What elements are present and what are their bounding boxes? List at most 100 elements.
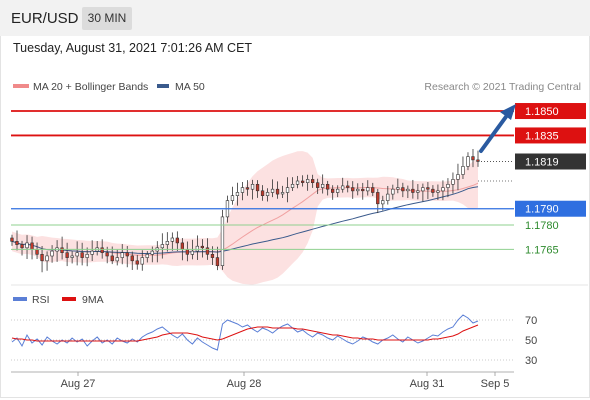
candle-body xyxy=(351,187,355,192)
candle-body xyxy=(411,188,415,193)
level-1-1790-tag xyxy=(515,200,586,217)
datetime: Tuesday, August 31, 2021 7:01:26 AM CET xyxy=(13,41,253,55)
rsi-9ma-line xyxy=(11,324,479,342)
candle-body xyxy=(90,250,94,255)
candle-body xyxy=(275,188,280,195)
candle-body xyxy=(371,187,375,193)
candle-body xyxy=(140,257,144,265)
candle-body xyxy=(120,252,124,258)
projection-arrow xyxy=(479,104,516,153)
rsi-level-label-30: 30 xyxy=(525,355,537,367)
x-axis: Aug 27 Aug 28 Aug 31 Sep 5 xyxy=(11,371,514,390)
candle-body xyxy=(70,255,74,258)
x-tick-label: Aug 31 xyxy=(410,378,445,390)
level-1-1819-tag xyxy=(515,153,586,170)
candle-body xyxy=(130,255,134,262)
candle-body xyxy=(250,184,255,190)
candle-body xyxy=(10,237,14,242)
candle-body xyxy=(80,252,84,258)
candle-body xyxy=(175,237,180,244)
candle-body xyxy=(210,254,215,258)
legend-ma50-swatch xyxy=(157,84,169,88)
candle-body xyxy=(205,247,210,255)
legend-bb-label: MA 20 + Bollinger Bands xyxy=(33,81,148,93)
legend-9ma-label: 9MA xyxy=(82,294,104,306)
level-1-1835-label: 1.1835 xyxy=(525,130,559,142)
candle-body xyxy=(65,252,69,258)
candle-body xyxy=(170,237,175,242)
candle-body xyxy=(200,245,205,249)
candle-body xyxy=(305,179,310,183)
x-tick-label: Aug 28 xyxy=(227,378,262,390)
level-1-1780-label: 1.1780 xyxy=(525,220,559,232)
candle-body xyxy=(461,166,465,175)
candle-body xyxy=(295,180,300,185)
legend-rsi-swatch xyxy=(13,297,27,301)
candle-body xyxy=(160,244,165,249)
level-1-1765-label: 1.1765 xyxy=(525,244,559,256)
candle-body xyxy=(330,188,335,193)
candle-body xyxy=(280,192,285,195)
candle-body xyxy=(220,216,225,266)
rsi-level-label-70: 70 xyxy=(525,315,537,327)
candle-body xyxy=(110,255,114,262)
level-1-1819-label: 1.1819 xyxy=(525,157,559,169)
candle-body xyxy=(421,187,425,192)
candle-body xyxy=(340,185,345,190)
candle-body xyxy=(35,249,39,255)
candle-body xyxy=(105,252,109,257)
timeframe-button[interactable]: 30 MIN xyxy=(82,7,132,30)
level-1-1835-tag xyxy=(515,127,586,144)
candle-body xyxy=(255,184,260,192)
candle-body xyxy=(165,241,170,245)
ma50-path xyxy=(11,186,479,254)
candle-body xyxy=(145,254,149,258)
candle-body xyxy=(466,156,470,167)
level-1-1850-label: 1.1850 xyxy=(525,106,559,118)
candle-body xyxy=(451,179,455,185)
candle-body xyxy=(315,182,320,188)
candle-body xyxy=(125,252,129,257)
candle-body xyxy=(240,187,245,193)
candle-body xyxy=(265,192,270,196)
candle-body xyxy=(150,250,154,255)
candle-body xyxy=(346,185,350,188)
ma50-line xyxy=(11,186,479,254)
rsi-panel: 70 50 30 xyxy=(11,314,537,367)
candle-body xyxy=(115,257,119,262)
candle-body xyxy=(25,242,29,249)
candle-body xyxy=(391,188,395,195)
legend-rsi-label: RSI xyxy=(32,294,50,306)
candle-body xyxy=(290,184,295,188)
x-tick-label: Sep 5 xyxy=(481,378,510,390)
candle-body xyxy=(320,184,325,188)
candle-body xyxy=(441,187,445,192)
candle-body xyxy=(361,188,365,192)
candle-body xyxy=(436,190,440,193)
candle-body xyxy=(30,242,34,250)
price-levels: 1.1850 1.1835 1.1819 1.1790 1.1780 1.1765 xyxy=(11,103,586,256)
rsi-level-label-50: 50 xyxy=(525,335,537,347)
legend-9ma-swatch xyxy=(62,297,76,301)
candle-body xyxy=(260,190,265,197)
candle-body xyxy=(235,192,240,196)
candle-body xyxy=(401,187,405,192)
copyright: Research © 2021 Trading Central xyxy=(424,81,581,93)
candle-body xyxy=(356,188,360,192)
candle-body xyxy=(406,188,410,192)
candle-body xyxy=(366,187,370,192)
candle-body xyxy=(190,250,195,255)
candle-body xyxy=(446,184,450,188)
candle-body xyxy=(431,188,435,193)
candle-body xyxy=(135,260,139,265)
candle-body xyxy=(60,247,64,254)
candle-body xyxy=(300,180,305,183)
candle-body xyxy=(456,174,460,180)
candle-body xyxy=(285,187,290,193)
candle-body xyxy=(476,159,480,162)
candle-body xyxy=(416,190,420,193)
candle-body xyxy=(381,200,385,205)
candle-body xyxy=(376,192,380,205)
candle-body xyxy=(245,187,250,190)
